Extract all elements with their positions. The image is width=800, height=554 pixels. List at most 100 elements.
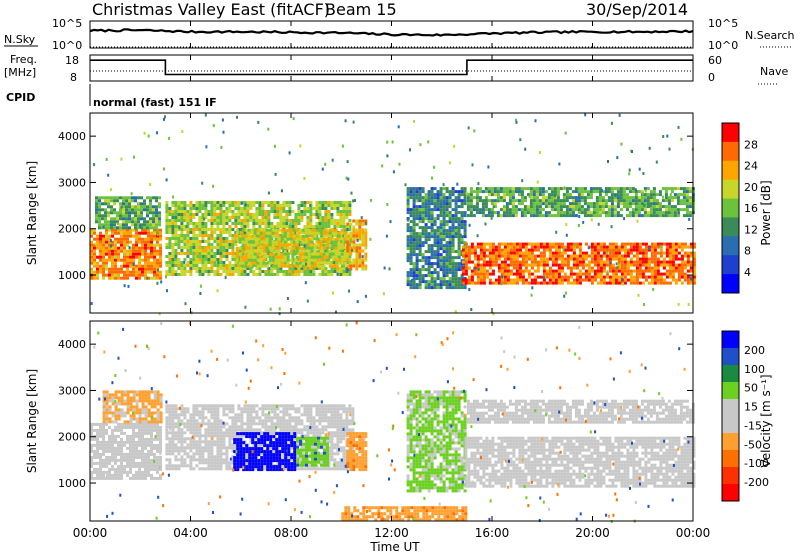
data-cell — [339, 267, 343, 270]
data-cell — [336, 201, 340, 204]
data-cell — [683, 278, 687, 282]
data-cell — [310, 246, 314, 250]
data-cell — [689, 242, 693, 246]
data-cell — [141, 273, 144, 277]
data-cell — [494, 260, 498, 264]
data-cell — [330, 270, 334, 273]
data-cell — [532, 208, 536, 212]
data-cell — [120, 446, 123, 450]
data-cell — [259, 240, 263, 244]
data-cell — [476, 234, 479, 238]
data-cell — [297, 216, 301, 219]
data-cell — [219, 219, 223, 222]
data-cell — [300, 243, 304, 246]
data-cell — [114, 231, 117, 235]
data-cell — [216, 273, 220, 276]
data-cell — [267, 222, 271, 225]
data-cell — [271, 231, 275, 235]
data-cell — [312, 225, 316, 228]
data-cell — [608, 269, 612, 273]
data-cell — [661, 214, 665, 218]
colorbar-swatch — [722, 274, 739, 294]
data-cell — [358, 249, 362, 253]
data-cell — [134, 220, 137, 224]
data-cell — [641, 242, 645, 246]
data-cell — [129, 261, 132, 265]
data-cell — [596, 275, 600, 279]
data-cell — [650, 251, 654, 255]
data-cell — [250, 234, 254, 238]
data-cell — [676, 202, 680, 206]
data-cell — [189, 228, 193, 231]
data-cell — [186, 261, 190, 264]
data-cell — [346, 228, 349, 231]
data-cell — [231, 222, 235, 225]
data-cell — [241, 258, 245, 262]
data-cell — [99, 264, 102, 268]
data-cell — [503, 260, 507, 264]
data-cell — [198, 228, 202, 231]
data-cell — [611, 251, 615, 255]
data-cell — [461, 260, 465, 264]
data-cell — [143, 199, 146, 203]
data-cell — [550, 190, 554, 194]
data-cell — [192, 228, 196, 231]
data-cell — [442, 280, 446, 284]
data-cell — [306, 240, 310, 243]
data-cell — [397, 125, 400, 129]
data-cell — [554, 251, 558, 255]
data-cell — [309, 210, 313, 213]
data-cell — [352, 219, 356, 223]
data-cell — [439, 241, 443, 245]
data-cell — [623, 269, 627, 273]
data-cell — [415, 262, 419, 266]
data-cell — [512, 263, 516, 267]
data-cell — [355, 228, 359, 232]
data-cell — [634, 202, 638, 206]
data-cell — [358, 261, 362, 265]
data-cell — [515, 251, 519, 255]
data-cell — [565, 223, 568, 226]
data-cell — [451, 220, 455, 224]
data-cell — [123, 249, 126, 253]
data-cell — [303, 176, 306, 180]
data-cell — [592, 202, 596, 206]
data-cell — [454, 208, 458, 212]
data-cell — [656, 275, 660, 279]
data-cell — [488, 245, 492, 249]
data-cell — [265, 261, 269, 265]
data-cell — [617, 281, 621, 285]
data-cell — [421, 232, 425, 236]
data-cell — [473, 251, 477, 255]
data-cell — [544, 202, 548, 206]
data-cell — [102, 276, 105, 280]
data-cell — [339, 222, 343, 225]
data-cell — [153, 237, 156, 241]
data-cell — [532, 193, 536, 197]
data-cell — [632, 242, 636, 246]
data-cell — [130, 192, 133, 196]
data-cell — [547, 205, 551, 209]
data-cell — [319, 231, 323, 235]
data-cell — [201, 234, 205, 237]
data-cell — [502, 199, 506, 203]
data-cell — [247, 255, 251, 259]
data-cell — [192, 249, 196, 252]
data-cell — [406, 190, 410, 194]
data-cell — [445, 190, 449, 194]
data-cell — [120, 425, 123, 429]
data-cell — [556, 202, 560, 206]
data-cell — [225, 216, 229, 219]
data-cell — [553, 187, 557, 191]
data-cell — [556, 196, 560, 200]
data-cell — [325, 240, 329, 244]
data-cell — [282, 210, 286, 213]
data-cell — [415, 223, 419, 227]
data-cell — [261, 234, 265, 237]
data-cell — [90, 249, 93, 253]
data-cell — [304, 255, 308, 259]
data-cell — [147, 246, 150, 250]
data-cell — [249, 219, 253, 222]
data-cell — [283, 258, 287, 262]
